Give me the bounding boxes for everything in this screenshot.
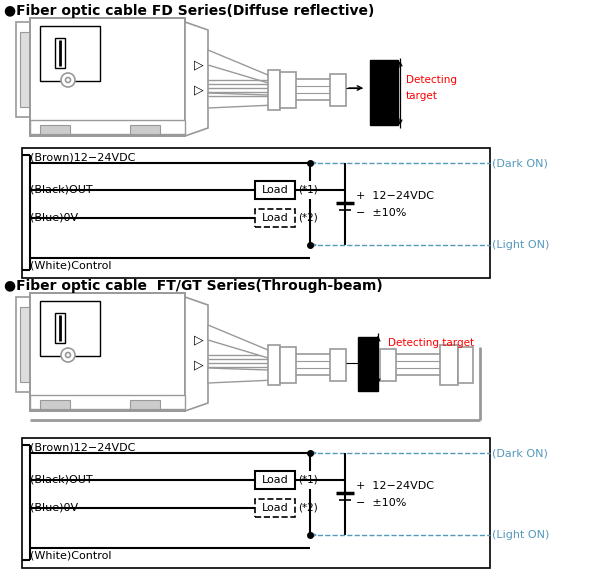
Bar [40, 400, 70, 409]
Text: Detecting: Detecting [406, 75, 457, 85]
Text: Load: Load [261, 213, 288, 223]
Text: (*1): (*1) [298, 475, 318, 485]
Text: ●Fiber optic cable FD Series(Diffuse reflective): ●Fiber optic cable FD Series(Diffuse ref… [4, 4, 375, 18]
Polygon shape [185, 297, 208, 411]
Text: (*1): (*1) [298, 185, 318, 195]
Polygon shape [208, 325, 275, 360]
Bar [55, 313, 65, 343]
Text: ▷: ▷ [194, 358, 204, 371]
Text: Load: Load [261, 185, 288, 195]
Bar [30, 395, 185, 409]
Polygon shape [208, 368, 275, 383]
Text: (*2): (*2) [298, 213, 318, 223]
Bar [330, 74, 346, 106]
Text: ▷: ▷ [194, 84, 204, 96]
Text: −  ±10%: − ±10% [356, 498, 406, 508]
Text: (Blue)0V: (Blue)0V [30, 213, 78, 223]
Bar [458, 347, 473, 383]
Bar [16, 297, 30, 392]
Text: (Brown)12−24VDC: (Brown)12−24VDC [30, 442, 135, 452]
Bar [268, 345, 280, 385]
Polygon shape [208, 50, 275, 85]
Text: (Black)OUT: (Black)OUT [30, 185, 92, 195]
Text: (Light ON): (Light ON) [492, 530, 550, 540]
Bar [255, 181, 295, 199]
Bar [30, 120, 185, 134]
Bar [255, 471, 295, 489]
Text: ●Fiber optic cable  FT/GT Series(Through-beam): ●Fiber optic cable FT/GT Series(Through-… [4, 279, 382, 293]
Bar [255, 499, 295, 517]
Polygon shape [185, 22, 208, 136]
Bar [255, 209, 295, 227]
Bar [30, 18, 185, 136]
Text: target: target [406, 91, 438, 101]
Text: (White)Control: (White)Control [30, 550, 111, 560]
Bar [440, 345, 458, 385]
Text: (Blue)0V: (Blue)0V [30, 503, 78, 513]
Bar [130, 400, 160, 409]
Bar [358, 337, 378, 391]
Text: (Dark ON): (Dark ON) [492, 158, 548, 168]
Bar [330, 349, 346, 381]
Text: ▷: ▷ [194, 333, 204, 346]
Text: (*2): (*2) [298, 503, 318, 513]
Bar [280, 72, 296, 108]
Bar [370, 60, 398, 125]
Polygon shape [208, 93, 275, 108]
Text: (White)Control: (White)Control [30, 260, 111, 270]
Bar [16, 22, 30, 117]
Bar [130, 125, 160, 134]
Text: +  12−24VDC: + 12−24VDC [356, 191, 434, 201]
Text: ▷: ▷ [194, 59, 204, 71]
Text: (Dark ON): (Dark ON) [492, 448, 548, 458]
Bar [40, 301, 100, 356]
Text: (Brown)12−24VDC: (Brown)12−24VDC [30, 152, 135, 162]
Bar [55, 38, 65, 68]
Text: +  12−24VDC: + 12−24VDC [356, 481, 434, 491]
Text: (Light ON): (Light ON) [492, 240, 550, 250]
Text: Load: Load [261, 475, 288, 485]
Circle shape [61, 73, 75, 87]
Bar [40, 125, 70, 134]
Bar [268, 70, 280, 110]
Circle shape [61, 348, 75, 362]
Text: (Black)OUT: (Black)OUT [30, 475, 92, 485]
Bar [40, 26, 100, 81]
Text: Detecting target: Detecting target [388, 338, 474, 348]
Text: −  ±10%: − ±10% [356, 208, 406, 218]
Bar [22, 148, 490, 278]
Bar [380, 349, 396, 381]
Circle shape [65, 353, 70, 357]
Bar [280, 347, 296, 383]
Bar [20, 307, 30, 382]
Bar [20, 32, 30, 107]
Circle shape [65, 77, 70, 83]
Text: Load: Load [261, 503, 288, 513]
Bar [30, 293, 185, 411]
Bar [22, 438, 490, 568]
